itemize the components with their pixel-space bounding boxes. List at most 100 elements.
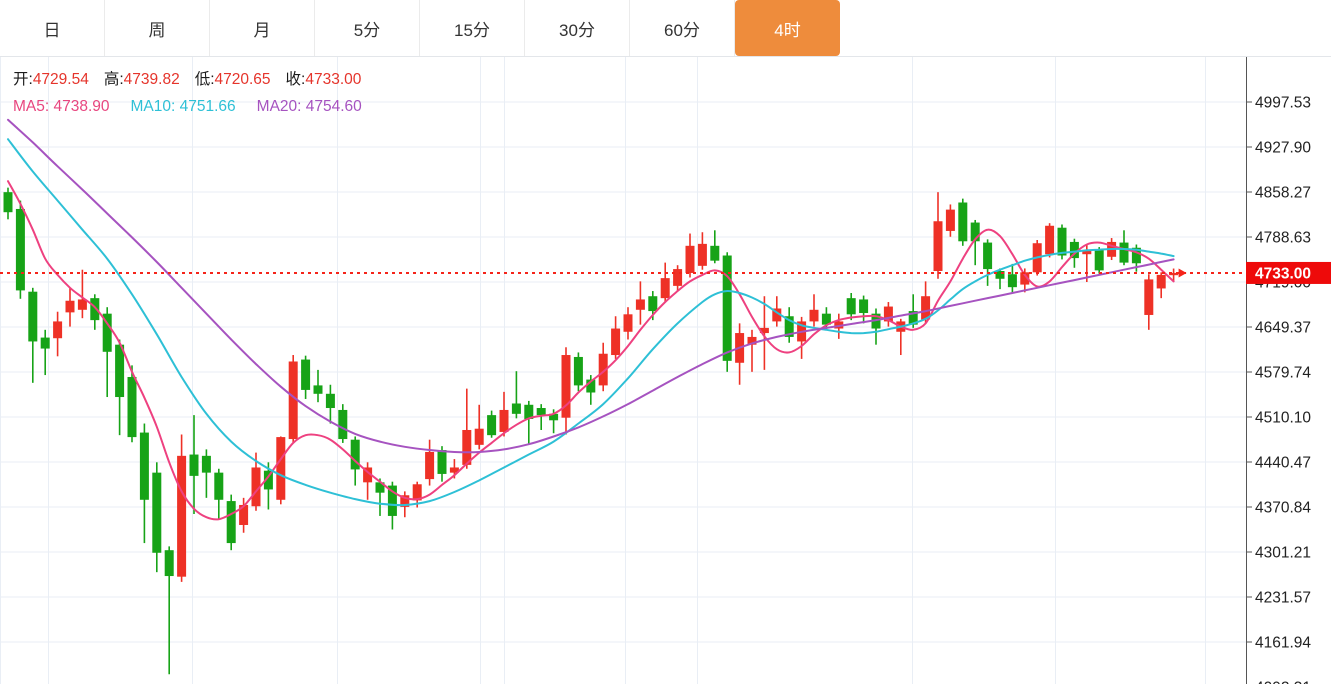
candle-body (586, 379, 596, 393)
candle-body (1007, 274, 1017, 288)
candle-body (437, 450, 447, 474)
candle-body (573, 356, 583, 386)
tab-30min[interactable]: 30分 (525, 0, 630, 56)
candle-body (127, 376, 137, 438)
candle-body (313, 385, 323, 394)
ma10-line (7, 138, 1175, 507)
candle-body (425, 451, 435, 480)
candle-body (53, 321, 63, 339)
candle-body (697, 243, 707, 266)
current-price-badge (1246, 261, 1331, 284)
tab-60min[interactable]: 60分 (630, 0, 735, 56)
candle-body (611, 328, 621, 356)
candle-body (859, 299, 869, 314)
candle-body (983, 242, 993, 270)
candle-body (363, 467, 373, 483)
candles (3, 187, 1179, 675)
candle-body (350, 439, 360, 470)
axis-tick-label: 4161.94 (1255, 635, 1311, 652)
candle-body (1057, 227, 1067, 256)
candle-body (549, 413, 559, 421)
candle-body (685, 245, 695, 273)
tabbar-spacer (840, 0, 1331, 56)
candle-body (958, 202, 968, 242)
candle-body (722, 255, 732, 361)
candle-body (462, 429, 472, 465)
candle-body (561, 355, 571, 418)
interval-tab-bar: 日周月 5分 15分 30分 60分 4时 (0, 0, 1331, 57)
candle-body (1131, 247, 1141, 264)
candle-body (1119, 242, 1129, 263)
axis-tick-label: 4858.27 (1255, 185, 1311, 202)
axis-tick-label: 4231.57 (1255, 590, 1311, 607)
y-axis-labels: 4997.534927.904858.274788.634719.004649.… (1246, 95, 1311, 684)
candle-body (164, 550, 174, 577)
candle-body (933, 221, 943, 272)
candle-body (945, 209, 955, 231)
tab-day[interactable]: 日 (0, 0, 105, 56)
candle-body (487, 415, 497, 436)
candle-body (648, 296, 658, 312)
candle-body (1020, 272, 1030, 285)
candle-body (1094, 249, 1104, 271)
grid (0, 57, 1246, 684)
candle-body (995, 271, 1005, 279)
candle-body (499, 409, 509, 432)
tab-week[interactable]: 周 (105, 0, 210, 56)
candle-body (90, 298, 100, 321)
candle-body (214, 472, 224, 500)
candle-body (821, 313, 831, 325)
candle-body (102, 313, 112, 352)
candle-body (65, 300, 75, 313)
candle-body (251, 467, 261, 507)
chart-area[interactable]: 4997.534927.904858.274788.634719.004649.… (0, 57, 1331, 684)
candle-body (1169, 272, 1179, 276)
axis-tick-label: 4092.31 (1255, 680, 1311, 684)
current-price-badge-text: 4733.00 (1255, 265, 1311, 282)
candle-body (660, 278, 670, 299)
axis-tick-label: 4510.10 (1255, 410, 1311, 427)
candle-body (883, 306, 893, 322)
candle-body (400, 495, 410, 507)
axis-tick-label: 4440.47 (1255, 455, 1311, 472)
candle-body (536, 408, 546, 416)
tab-4hour[interactable]: 4时 (735, 0, 840, 56)
ma20-line (7, 118, 1175, 454)
axis-tick-label: 4997.53 (1255, 95, 1311, 112)
candle-body (288, 361, 298, 440)
candle-body (449, 467, 459, 473)
candle-body (772, 308, 782, 322)
candle-body (201, 455, 211, 473)
candle-body (115, 344, 125, 398)
candle-body (635, 299, 645, 310)
candle-body (387, 485, 397, 516)
candle-body (189, 454, 199, 476)
candle-body (338, 409, 348, 440)
candle-body (325, 393, 335, 409)
candle-body (970, 222, 980, 242)
candle-body (747, 336, 757, 345)
candle-body (784, 316, 794, 337)
candle-body (673, 269, 683, 286)
tab-15min[interactable]: 15分 (420, 0, 525, 56)
candle-body (239, 504, 249, 525)
tab-month[interactable]: 月 (210, 0, 315, 56)
candle-body (710, 245, 720, 261)
axis-tick-label: 4927.90 (1255, 140, 1311, 157)
candle-body (846, 298, 856, 315)
candle-body (263, 470, 273, 490)
candle-body (809, 309, 819, 322)
candle-body (908, 311, 918, 325)
axis-tick-label: 4301.21 (1255, 545, 1311, 562)
candle-body (474, 428, 484, 445)
candle-body (623, 314, 633, 332)
candle-body (28, 291, 38, 342)
candle-body (524, 404, 534, 420)
tab-5min[interactable]: 5分 (315, 0, 420, 56)
axis-tick-label: 4788.63 (1255, 230, 1311, 247)
candle-body (139, 432, 149, 500)
candlestick-chart[interactable]: 4997.534927.904858.274788.634719.004649.… (0, 57, 1331, 684)
axis-tick-label: 4649.37 (1255, 320, 1311, 337)
candle-body (77, 299, 87, 310)
